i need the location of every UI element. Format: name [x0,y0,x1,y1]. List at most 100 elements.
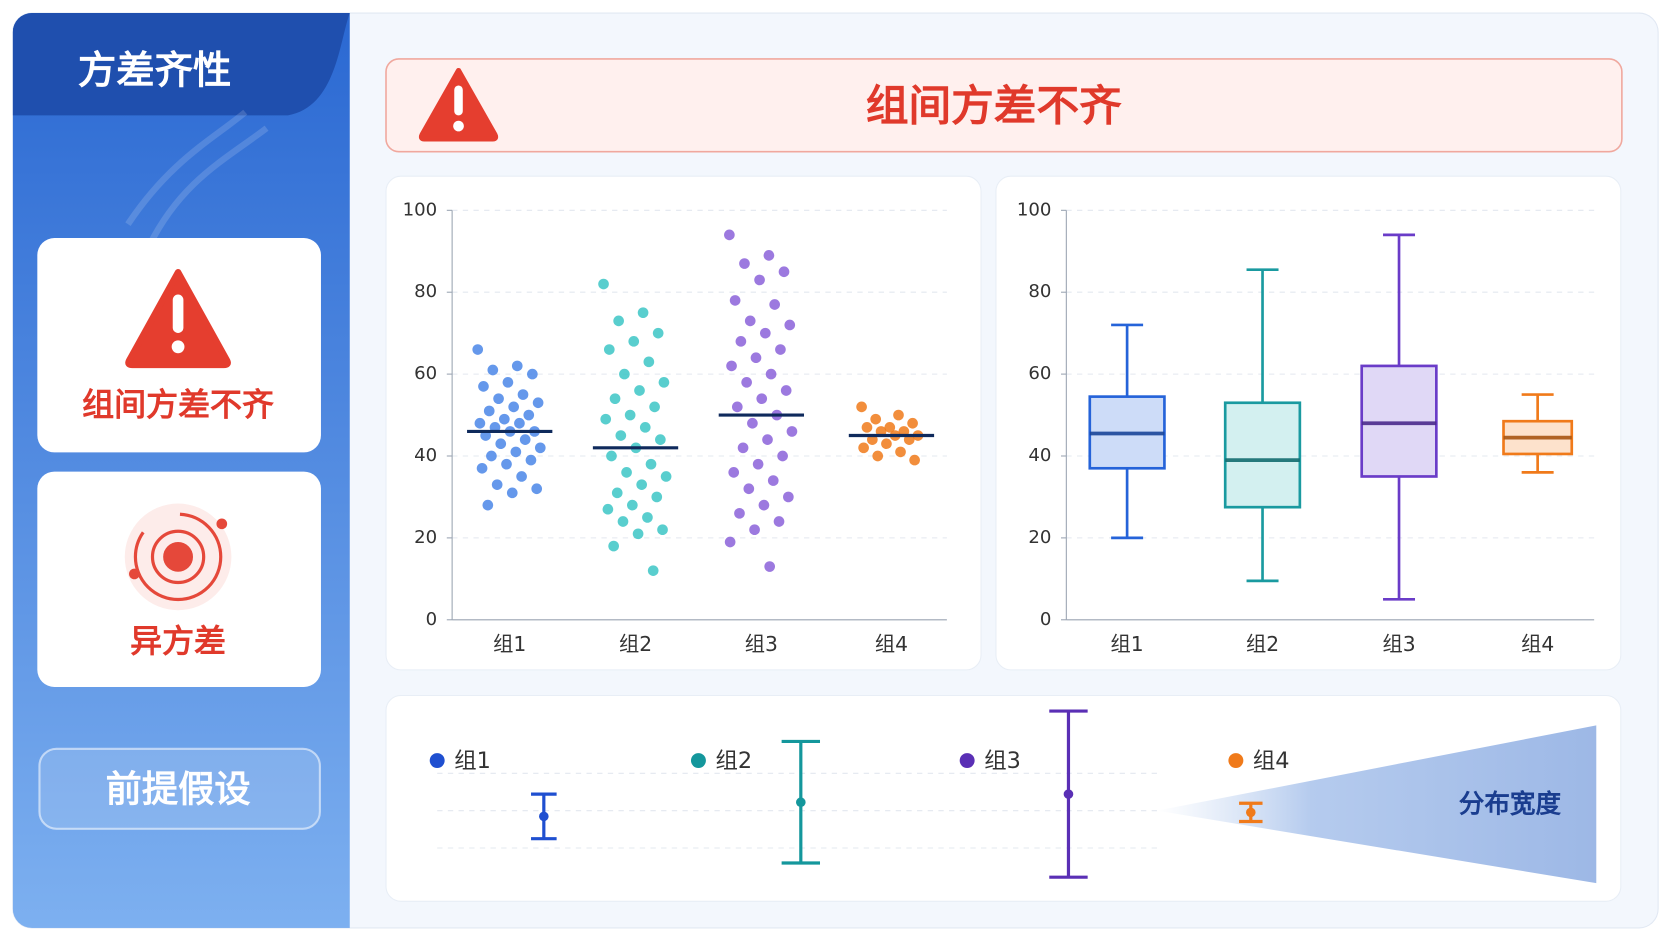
data-point [532,397,544,409]
width-fan [1156,725,1597,884]
legend-swatch [959,753,975,769]
legend-swatch [690,753,706,769]
data-point [510,446,522,458]
data-point [602,503,614,515]
data-point [858,442,869,454]
data-point [773,516,785,527]
y-tick-label: 40 [1028,445,1051,466]
data-point [508,401,520,413]
x-tick-label: 组3 [1382,632,1415,656]
panel [385,175,982,671]
warning-dot [171,340,185,354]
data-point [881,438,892,450]
data-point [514,417,525,429]
y-tick-label: 40 [414,445,437,466]
target-dot [129,568,140,580]
legend-swatch [429,753,445,769]
data-point [624,409,636,421]
data-point [724,229,735,241]
box [1360,364,1438,478]
panel [995,175,1622,671]
x-tick-label: 组1 [493,632,526,656]
data-point [606,450,617,462]
data-point [483,405,495,417]
data-point [737,442,749,454]
data-point [517,389,529,400]
data-point [603,344,615,355]
data-point [615,430,627,441]
data-point [749,524,760,536]
data-point [856,401,867,413]
data-point [752,458,764,470]
data-point [506,487,518,499]
y-tick-label: 80 [1028,281,1051,302]
button-label[interactable]: 前提假设 [106,767,252,810]
data-point [636,479,648,490]
data-point [747,417,758,429]
data-point [893,409,904,421]
data-point [609,393,621,405]
data-point [619,368,630,380]
data-point [724,536,736,548]
data-point [652,327,664,339]
sidebar-title: 方差齐性 [78,48,232,93]
y-tick-label: 60 [414,363,437,384]
data-point [649,401,660,413]
data-point [643,356,655,368]
data-point [634,385,645,396]
data-point [775,344,786,355]
x-tick-label: 组1 [1111,632,1144,656]
sidebar-tab [12,13,350,116]
center-point [1063,789,1074,799]
data-point [895,446,906,458]
data-point [784,319,796,331]
data-point [527,368,538,380]
data-point [777,450,788,462]
data-point [486,450,497,462]
center-point [1246,807,1256,818]
y-tick-label: 0 [426,609,438,630]
x-tick-label: 组4 [875,632,908,656]
legend-label: 组3 [984,748,1021,774]
card-label: 组间方差不齐 [82,386,274,424]
legend-label: 组2 [716,748,753,774]
data-point [628,336,640,347]
data-point [487,364,499,376]
data-point [786,426,798,437]
x-tick-label: 组4 [1521,632,1554,656]
data-point [769,299,780,310]
x-tick-label: 组3 [745,632,778,656]
data-point [516,471,527,482]
box [1223,401,1302,509]
button[interactable] [38,747,321,830]
data-point [783,491,794,503]
y-tick-label: 60 [1028,363,1051,384]
card-label: 异方差 [130,622,226,660]
warning-dot [453,120,464,132]
data-point [613,315,624,327]
data-point [632,528,644,540]
data-point [735,336,747,347]
data-point [498,413,510,425]
data-point [645,458,657,470]
data-point [523,409,535,421]
data-point [491,479,503,490]
data-point [525,454,537,466]
data-point [658,376,670,388]
data-point [861,422,873,433]
data-point [472,344,484,355]
data-point [647,565,659,576]
target-core [163,541,194,572]
data-point [642,512,653,523]
data-point [756,393,768,405]
center-point [796,797,806,808]
data-point [739,258,750,269]
y-tick-label: 20 [1028,527,1051,548]
y-tick-label: 100 [1017,199,1052,220]
warning-mark [454,85,463,116]
target-dot [216,518,228,530]
data-point [495,438,507,450]
banner-title: 组间方差不齐 [866,82,1122,132]
